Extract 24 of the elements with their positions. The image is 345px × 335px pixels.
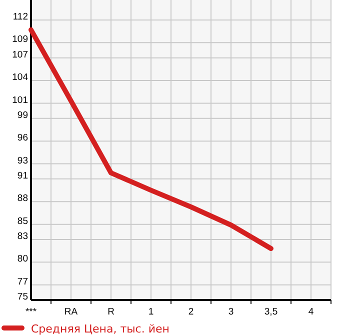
y-tick-label: 75: [17, 292, 28, 303]
y-tick-label: 91: [17, 170, 28, 182]
x-tick-label: 4: [308, 306, 314, 318]
y-tick-label: 83: [17, 230, 28, 242]
x-tick-label: R: [108, 306, 115, 318]
x-tick-label: 3,5: [264, 306, 278, 318]
y-tick-label: 96: [17, 132, 28, 144]
y-tick-label: 112: [12, 12, 28, 23]
y-tick-label: 107: [12, 49, 28, 60]
y-tick-label: 77: [17, 276, 28, 288]
y-tick-label: 99: [17, 110, 28, 121]
x-tick-label: 1: [148, 306, 154, 318]
x-tick-label: ***: [25, 306, 37, 318]
y-tick-label: 109: [12, 34, 28, 46]
x-tick-label: 2: [188, 306, 194, 318]
y-tick-label: 93: [17, 155, 28, 166]
x-tick-label: RA: [64, 306, 78, 318]
y-tick-label: 80: [17, 254, 28, 265]
y-tick-label: 88: [17, 193, 28, 204]
x-tick-label: 3: [228, 306, 234, 318]
y-tick-label: 104: [12, 72, 28, 84]
legend-label: Средняя Цена, тыс. йен: [31, 322, 170, 335]
y-tick-label: 85: [17, 216, 28, 227]
y-tick-label: 101: [12, 94, 28, 106]
